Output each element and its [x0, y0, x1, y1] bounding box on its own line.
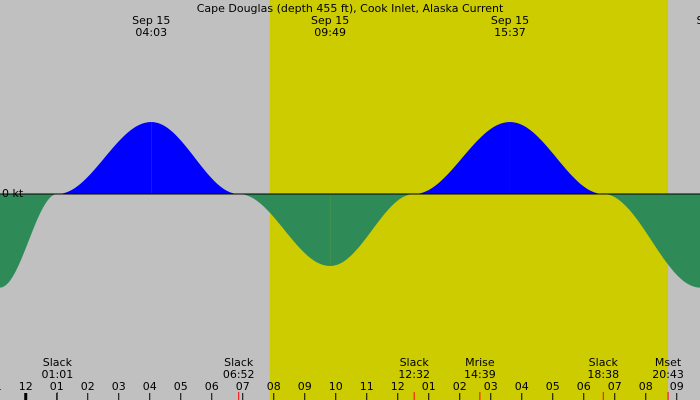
x-tick-label: 07	[608, 380, 622, 393]
peak-time-label: 15:37	[494, 26, 526, 39]
event-time-label: 20:43	[652, 368, 684, 381]
chart-title: Cape Douglas (depth 455 ft), Cook Inlet,…	[197, 2, 504, 15]
flood-current-area	[509, 122, 604, 194]
x-tick-label: 11	[0, 380, 2, 393]
x-tick-label: 05	[546, 380, 560, 393]
event-time-label: 14:39	[464, 368, 496, 381]
x-tick-label: 12	[19, 380, 33, 393]
x-tick-label: 06	[205, 380, 219, 393]
event-time-label: 01:01	[42, 368, 74, 381]
event-label: Mrise	[465, 356, 495, 369]
peak-date-label: Sep 15	[132, 14, 170, 27]
x-tick-label: 04	[515, 380, 529, 393]
flood-current-area	[151, 122, 239, 194]
x-tick-label: 09	[298, 380, 312, 393]
x-tick-label: 01	[50, 380, 64, 393]
x-axis-ticks: 11 12 01 02 03 04 05 06 07 08 09 10 11 12 01 02 03 04 05 06…	[0, 380, 684, 400]
x-tick-label: 11	[360, 380, 374, 393]
x-tick-label: 01	[422, 380, 436, 393]
ebb-current-area	[330, 194, 415, 266]
event-time-label: 18:38	[587, 368, 619, 381]
event-label: Slack	[224, 356, 254, 369]
x-tick-label: 08	[267, 380, 281, 393]
event-labels: Slack01:01Slack06:52Slack12:32Mrise14:39…	[42, 356, 684, 400]
x-tick-label: 09	[670, 380, 684, 393]
x-tick-label: 10	[329, 380, 343, 393]
flood-current-area	[57, 122, 152, 194]
x-tick-label: 03	[484, 380, 498, 393]
current-areas	[0, 122, 700, 288]
event-label: Slack	[43, 356, 73, 369]
peak-date-label: S	[697, 14, 700, 27]
peak-date-label: Sep 15	[311, 14, 349, 27]
flood-current-area	[414, 122, 510, 194]
x-tick-label: 05	[174, 380, 188, 393]
peak-time-label: 04:03	[135, 26, 167, 39]
event-label: Slack	[589, 356, 619, 369]
x-tick-label: 04	[143, 380, 157, 393]
x-tick-label: 02	[81, 380, 95, 393]
ebb-current-area	[603, 194, 700, 288]
event-time-label: 12:32	[398, 368, 430, 381]
x-tick-label: 08	[639, 380, 653, 393]
event-label: Slack	[400, 356, 430, 369]
x-tick-label: 03	[112, 380, 126, 393]
x-tick-label: 07	[236, 380, 250, 393]
peak-date-label: Sep 15	[491, 14, 529, 27]
event-label: Mset	[655, 356, 682, 369]
event-time-label: 06:52	[223, 368, 255, 381]
x-tick-label: 06	[577, 380, 591, 393]
ebb-current-area	[238, 194, 331, 266]
ebb-current-area	[0, 194, 58, 288]
peak-time-label: 09:49	[314, 26, 346, 39]
x-tick-label: 12	[391, 380, 405, 393]
x-tick-label: 02	[453, 380, 467, 393]
